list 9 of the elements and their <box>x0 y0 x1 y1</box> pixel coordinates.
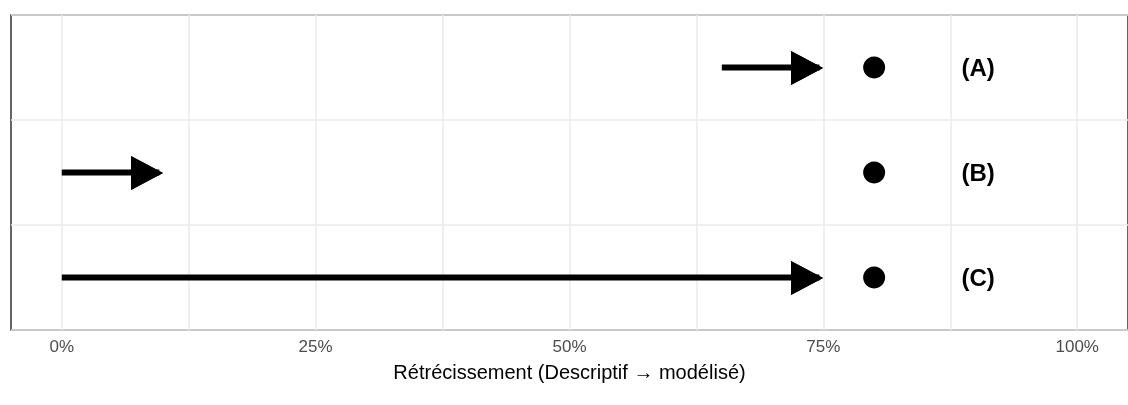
annotation: (C) <box>961 264 995 291</box>
annotation: (B) <box>961 159 995 186</box>
x-tick-label: 25% <box>298 337 333 356</box>
x-tick-label: 0% <box>49 337 75 356</box>
x-axis-title: Rétrécissement (Descriptif → modélisé) <box>393 361 746 383</box>
annotation: (A) <box>961 54 995 81</box>
x-tick-label: 50% <box>552 337 587 356</box>
x-tick-label: 75% <box>806 337 841 356</box>
x-tick-label: 100% <box>1055 337 1099 356</box>
